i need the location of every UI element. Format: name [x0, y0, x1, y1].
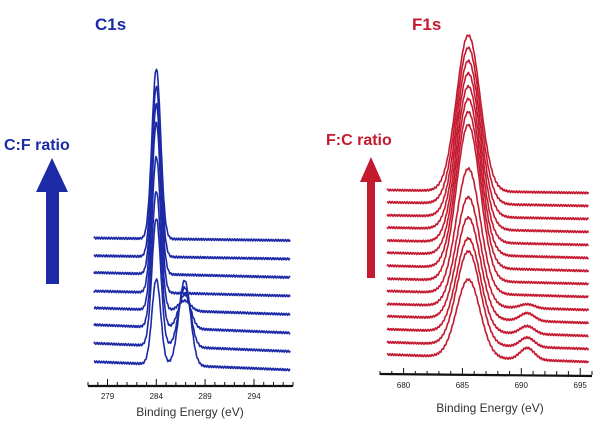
f1s-spectrum-5 [386, 84, 590, 247]
c1s-spectrum-5 [93, 155, 291, 317]
c1s-spectrum-6 [93, 190, 291, 335]
f-c-ratio-arrow-head [360, 157, 382, 182]
f1s-spectrum-6 [386, 97, 590, 260]
c1s-tick-label: 284 [150, 392, 164, 401]
c1s-spectrum-3 [93, 102, 291, 280]
c1s-x-ticks [87, 379, 294, 386]
c-f-ratio-arrow [36, 158, 68, 284]
f1s-spectrum-8 [386, 123, 590, 286]
f1s-spectrum-12 [386, 236, 589, 338]
f1s-tick-label: 680 [397, 381, 411, 390]
f1s-spectrum-11 [386, 215, 590, 325]
f-c-ratio-label: F:C ratio [326, 132, 392, 149]
c1s-tick-label: 294 [247, 392, 261, 401]
f1s-spectrum-1 [386, 34, 590, 195]
f-c-ratio-arrow [360, 157, 382, 278]
f-c-ratio-arrow-shaft [367, 180, 375, 278]
f1s-x-ticks [379, 368, 593, 375]
c1s-tick-label: 279 [101, 392, 115, 401]
c1s-spectrum-2 [93, 85, 291, 261]
f1s-x-axis-title: Binding Energy (eV) [436, 401, 543, 415]
f1s-spectrum-3 [386, 59, 590, 221]
f1s-tick-label: 685 [456, 381, 470, 390]
f1s-spectrum-2 [386, 46, 589, 208]
f1s-spectrum-7 [386, 110, 590, 273]
f1s-tick-label: 695 [574, 381, 588, 390]
c1s-x-axis-title: Binding Energy (eV) [136, 405, 243, 419]
c1s-spectrum-8 [93, 278, 291, 372]
f1s-spectra [386, 34, 590, 364]
c1s-spectra [93, 68, 291, 372]
c-f-ratio-arrow-head [36, 158, 68, 192]
c1s-tick-label: 289 [198, 392, 212, 401]
f1s-panel: F1s F:C ratio 680 685 690 695 Binding En… [326, 15, 593, 415]
f1s-spectrum-10 [386, 195, 590, 312]
c1s-title: C1s [95, 15, 126, 34]
c1s-spectrum-4 [93, 121, 291, 298]
f1s-title: F1s [412, 15, 441, 34]
f1s-spectrum-9 [386, 167, 589, 299]
c1s-panel: C1s C:F ratio 279 284 289 294 Binding En… [4, 15, 294, 419]
f1s-tick-label: 690 [515, 381, 529, 390]
c1s-spectrum-1 [93, 68, 291, 243]
f1s-spectrum-4 [386, 71, 590, 234]
f1s-spectrum-13 [386, 250, 590, 351]
f1s-spectrum-14 [386, 278, 590, 364]
c-f-ratio-arrow-shaft [46, 188, 59, 284]
c-f-ratio-label: C:F ratio [4, 137, 70, 154]
